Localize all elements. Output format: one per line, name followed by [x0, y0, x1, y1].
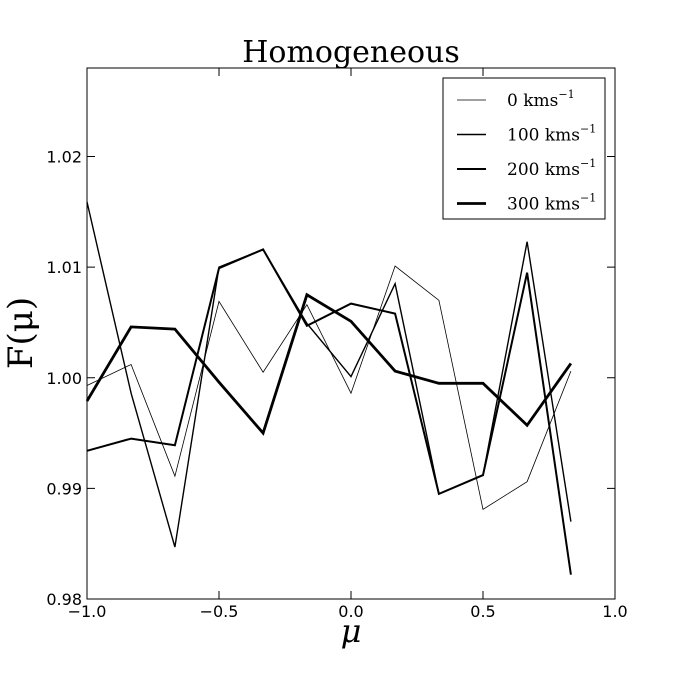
legend-label-2: 200 kms−1 [507, 157, 596, 180]
series-layer [85, 201, 573, 575]
axes-layer: −1.0 −0.5 0.0 0.5 1.0 0.98 0.99 1.00 1.01 1.02 [46, 67, 628, 621]
x-tick-label: 0.5 [470, 602, 495, 621]
y-tick-label: 1.00 [46, 369, 82, 388]
y-tick-label: 0.99 [46, 479, 82, 498]
y-tick-label: 0.98 [46, 590, 82, 609]
y-tick-label: 1.02 [46, 148, 82, 167]
legend-label-1: 100 kms−1 [507, 123, 596, 146]
legend-label-0: 0 kms−1 [507, 88, 575, 111]
x-axis-label: μ [341, 612, 362, 650]
y-axis-label: F(μ) [1, 297, 41, 369]
series-line-3 [85, 292, 573, 436]
series-line-1 [86, 201, 572, 548]
series-line-0 [86, 265, 572, 511]
legend-label-3: 300 kms−1 [507, 192, 596, 215]
x-tick-label: 1.0 [602, 602, 627, 621]
x-tick-label: −1.0 [68, 602, 107, 621]
chart-title: Homogeneous [242, 35, 460, 70]
legend: 0 kms−1 100 kms−1 200 kms−1 300 kms−1 [442, 77, 606, 220]
legend-box [442, 77, 606, 220]
series-line-2 [86, 248, 572, 575]
y-tick-label: 1.01 [46, 258, 82, 277]
x-tick-label: 0.0 [338, 602, 363, 621]
x-tick-label: −0.5 [200, 602, 239, 621]
